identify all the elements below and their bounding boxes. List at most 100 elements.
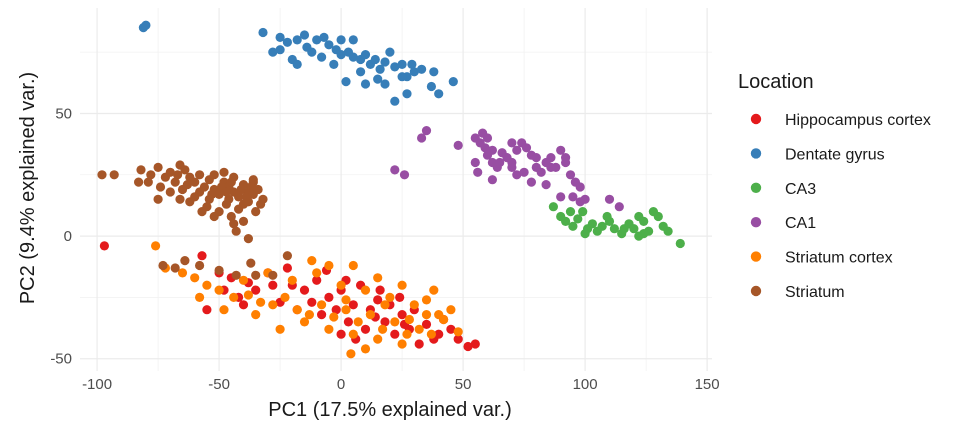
point-striatum-cortex xyxy=(307,256,317,266)
point-striatum xyxy=(153,162,163,172)
point-ca3 xyxy=(573,214,583,224)
point-ca3 xyxy=(609,224,620,234)
point-striatum-cortex xyxy=(275,324,285,334)
point-ca1 xyxy=(614,202,624,212)
point-ca3 xyxy=(568,221,578,231)
point-striatum xyxy=(234,192,244,202)
point-dentate-gyrus xyxy=(402,89,412,99)
point-ca3 xyxy=(663,226,673,236)
point-ca1 xyxy=(390,165,400,175)
point-dentate-gyrus xyxy=(282,37,292,47)
point-striatum xyxy=(243,234,253,244)
point-dentate-gyrus xyxy=(299,30,310,40)
point-hippocampus-cortex xyxy=(282,263,292,273)
point-striatum xyxy=(246,182,256,192)
point-striatum-cortex xyxy=(397,339,407,349)
point-striatum-cortex xyxy=(421,310,432,320)
point-ca1 xyxy=(482,133,493,143)
point-striatum xyxy=(241,192,251,202)
point-ca3 xyxy=(561,216,571,226)
point-dentate-gyrus xyxy=(409,67,419,77)
point-hippocampus-cortex xyxy=(380,317,390,327)
point-dentate-gyrus xyxy=(429,67,439,77)
point-striatum xyxy=(253,184,263,195)
point-ca3 xyxy=(629,224,639,234)
point-dentate-gyrus xyxy=(258,27,268,38)
point-striatum-cortex xyxy=(397,280,407,290)
x-tick-label: -50 xyxy=(208,376,230,393)
point-hippocampus-cortex xyxy=(414,339,424,349)
points-layer xyxy=(97,20,685,359)
point-hippocampus-cortex xyxy=(348,300,358,310)
point-striatum xyxy=(180,165,190,175)
point-hippocampus-cortex xyxy=(312,275,322,285)
legend-title: Location xyxy=(738,71,814,93)
point-striatum-cortex xyxy=(304,310,314,320)
point-hippocampus-cortex xyxy=(397,310,407,320)
y-tick-label: -50 xyxy=(50,351,72,368)
legend-key xyxy=(750,251,762,262)
point-ca1 xyxy=(575,182,585,192)
point-striatum xyxy=(97,170,107,180)
y-tick-label: 50 xyxy=(55,105,72,122)
point-ca3 xyxy=(602,211,612,222)
point-ca3 xyxy=(675,238,685,249)
point-ca1 xyxy=(487,175,497,185)
legend-label: CA3 xyxy=(785,181,816,198)
point-striatum-cortex xyxy=(195,292,205,302)
point-dentate-gyrus xyxy=(407,59,417,69)
point-striatum-cortex xyxy=(238,275,249,285)
point-striatum-cortex xyxy=(268,300,278,310)
point-striatum-cortex xyxy=(421,295,432,305)
point-ca1 xyxy=(453,140,463,150)
point-striatum xyxy=(195,170,205,180)
point-striatum xyxy=(238,216,249,226)
point-striatum-cortex xyxy=(219,305,229,315)
point-striatum xyxy=(182,180,192,190)
point-striatum xyxy=(282,251,292,261)
point-striatum-cortex xyxy=(404,314,414,325)
point-striatum-cortex xyxy=(402,329,412,339)
point-striatum xyxy=(229,219,239,229)
point-ca1 xyxy=(575,197,585,207)
point-dentate-gyrus xyxy=(336,50,346,60)
point-striatum-cortex xyxy=(341,295,351,305)
point-striatum-cortex xyxy=(414,324,424,334)
point-striatum-cortex xyxy=(434,310,444,320)
point-striatum-cortex xyxy=(380,300,390,310)
point-ca1 xyxy=(519,167,529,177)
point-ca1 xyxy=(565,170,576,180)
point-striatum-cortex xyxy=(312,268,322,278)
point-striatum-cortex xyxy=(429,285,439,295)
point-dentate-gyrus xyxy=(380,57,390,67)
point-striatum-cortex xyxy=(151,241,161,251)
point-striatum xyxy=(226,211,236,222)
point-dentate-gyrus xyxy=(317,52,327,62)
legend-key xyxy=(750,285,762,297)
point-ca1 xyxy=(487,145,497,155)
point-dentate-gyrus xyxy=(397,59,407,69)
point-dentate-gyrus xyxy=(397,72,407,82)
point-ca1 xyxy=(507,138,517,148)
point-dentate-gyrus xyxy=(417,64,427,74)
point-striatum-cortex xyxy=(390,317,400,327)
point-striatum xyxy=(207,189,217,199)
point-hippocampus-cortex xyxy=(373,295,383,305)
point-striatum xyxy=(195,260,205,271)
point-ca1 xyxy=(568,192,578,202)
point-ca3 xyxy=(653,211,663,222)
point-hippocampus-cortex xyxy=(421,319,432,329)
point-striatum-cortex xyxy=(251,310,261,320)
point-striatum xyxy=(175,194,185,204)
point-striatum-cortex xyxy=(346,349,356,359)
point-striatum-cortex xyxy=(292,305,302,315)
point-ca1 xyxy=(421,126,432,136)
point-striatum xyxy=(209,170,219,180)
point-striatum-cortex xyxy=(348,260,358,271)
point-hippocampus-cortex xyxy=(299,285,310,295)
point-dentate-gyrus xyxy=(312,35,322,45)
point-striatum xyxy=(251,270,261,280)
point-striatum xyxy=(256,199,266,209)
point-hippocampus-cortex xyxy=(375,285,385,295)
point-striatum-cortex xyxy=(360,285,371,295)
